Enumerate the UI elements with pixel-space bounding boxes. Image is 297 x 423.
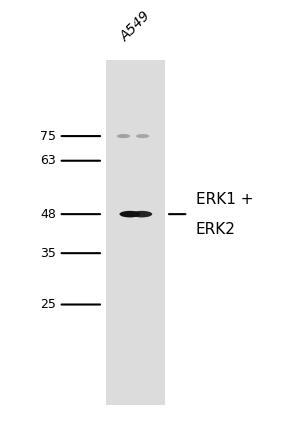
Text: 35: 35	[40, 247, 56, 260]
Text: 48: 48	[40, 208, 56, 221]
Text: ERK2: ERK2	[196, 222, 236, 237]
FancyBboxPatch shape	[106, 60, 165, 405]
Ellipse shape	[136, 134, 149, 138]
Text: 75: 75	[40, 129, 56, 143]
Text: A549: A549	[118, 8, 153, 44]
Text: ERK1 +: ERK1 +	[196, 192, 253, 207]
Ellipse shape	[131, 211, 152, 217]
Ellipse shape	[117, 134, 130, 138]
Text: 63: 63	[40, 154, 56, 167]
Ellipse shape	[119, 211, 140, 217]
Text: 25: 25	[40, 298, 56, 311]
